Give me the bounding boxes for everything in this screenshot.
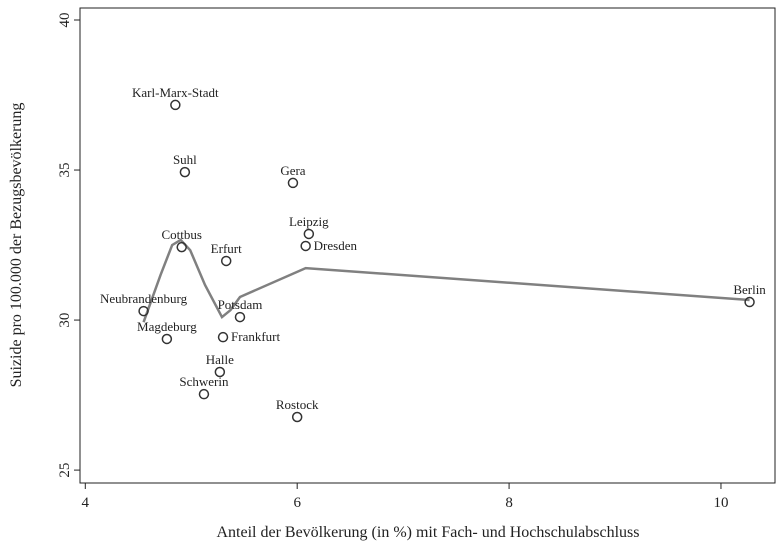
y-tick-label: 25 [57,463,73,478]
point-label: Karl-Marx-Stadt [132,85,219,100]
point [138,305,149,317]
point-label: Rostock [276,397,319,412]
point [214,366,226,378]
point-label: Gera [280,163,305,178]
point [170,99,181,111]
point [179,166,191,178]
y-axis-title: Suizide pro 100.000 der Bezugsbevölkerun… [8,103,25,388]
point [198,388,210,400]
point-label: Potsdam [218,297,263,312]
point [287,177,299,189]
point-label: Cottbus [161,227,201,242]
point [176,241,187,253]
point [217,331,229,343]
y-tick-label: 35 [57,163,73,178]
y-tick-label: 40 [57,13,73,28]
point-label: Erfurt [211,241,242,256]
y-tick-label: 30 [57,313,73,328]
point-label: Magdeburg [137,319,197,334]
point [220,255,232,267]
point-label: Neubrandenburg [100,291,188,306]
point-label: Berlin [733,282,766,297]
x-tick-label: 6 [293,495,301,511]
point [303,228,315,240]
x-axis-title: Anteil der Bevölkerung (in %) mit Fach- … [216,524,639,541]
point-label: Suhl [173,152,197,167]
plot-frame [79,7,776,484]
x-tick-label: 4 [82,495,90,511]
point-label: Halle [206,352,234,367]
point [161,333,173,345]
x-tick-label: 10 [713,495,728,511]
x-tick-label: 8 [505,495,513,511]
point-label: Frankfurt [231,329,280,344]
point [744,296,755,308]
point [300,240,311,252]
smooth-line [142,238,750,323]
point [234,311,246,323]
point-label: Leipzig [289,214,329,229]
point-label: Schwerin [179,374,229,389]
point [291,411,303,423]
point-label: Dresden [314,238,358,253]
